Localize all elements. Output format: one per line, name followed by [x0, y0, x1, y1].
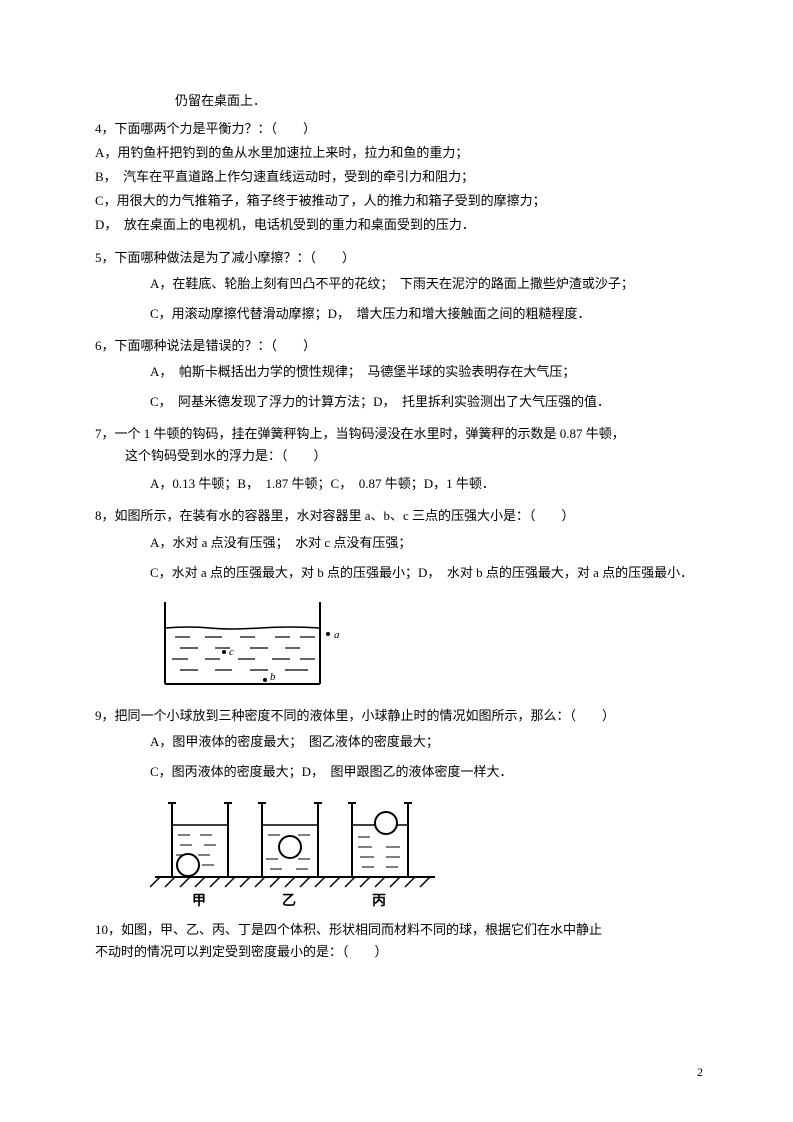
q8-opt-ab: A，水对 a 点没有压强； 水对 c 点没有压强； [95, 532, 703, 554]
beaker-label-3: 丙 [372, 893, 386, 909]
q4-opt-a: A，用钓鱼杆把钓到的鱼从水里加速拉上来时，拉力和鱼的重力； [95, 142, 703, 164]
q6-opt-ab: A， 帕斯卡概括出力学的惯性规律； 马德堡半球的实验表明存在大气压； [95, 361, 703, 383]
q9-opt-ab: A，图甲液体的密度最大； 图乙液体的密度最大； [95, 731, 703, 753]
q10-stem-line1: 10，如图，甲、乙、丙、丁是四个体积、形状相同而材料不同的球，根据它们在水中静止 [95, 919, 703, 941]
q6-stem: 6，下面哪种说法是错误的？：（ ） [95, 335, 703, 357]
page: 仍留在桌面上． 4，下面哪两个力是平衡力？：（ ） A，用钓鱼杆把钓到的鱼从水里… [0, 0, 793, 1122]
q4-opt-b: B， 汽车在平直道路上作匀速直线运动时，受到的牵引力和阻力； [95, 166, 703, 188]
label-c: c [229, 646, 234, 658]
q8-opt-cd: C，水对 a 点的压强最大，对 b 点的压强最小；D， 水对 b 点的压强最大，… [95, 562, 703, 584]
q9-opt-cd: C，图丙液体的密度最大；D， 图甲跟图乙的液体密度一样大． [95, 761, 703, 783]
q9-stem: 9，把同一个小球放到三种密度不同的液体里，小球静止时的情况如图所示，那么：（ ） [95, 705, 703, 727]
q10-stem-line2: 不动时的情况可以判定受到密度最小的是：（ ） [95, 941, 703, 963]
container-diagram-icon: c b a [150, 592, 350, 697]
q8-figure: c b a [150, 592, 703, 697]
three-beakers-icon: 甲 乙 丙 [150, 791, 440, 911]
q5-opt-ab: A，在鞋底、轮胎上刻有凹凸不平的花纹； 下雨天在泥泞的路面上撒些炉渣或沙子； [95, 273, 703, 295]
q6-opt-cd: C， 阿基米德发现了浮力的计算方法；D， 托里拆利实验测出了大气压强的值． [95, 391, 703, 413]
page-number: 2 [697, 1062, 703, 1082]
q7-stem-line1: 7，一个 1 牛顿的钩码，挂在弹簧秤钩上，当钩码浸没在水里时，弹簧秤的示数是 0… [95, 423, 703, 445]
beaker-label-2: 乙 [282, 893, 296, 909]
q5-opt-cd: C，用滚动摩擦代替滑动摩擦；D， 增大压力和增大接触面之间的粗糙程度． [95, 303, 703, 325]
prev-question-tail: 仍留在桌面上． [95, 90, 703, 112]
label-a: a [334, 629, 340, 641]
q4-opt-d: D， 放在桌面上的电视机，电话机受到的重力和桌面受到的压力． [95, 214, 703, 236]
q5-stem: 5，下面哪种做法是为了减小摩擦？：（ ） [95, 247, 703, 269]
q4-stem: 4，下面哪两个力是平衡力？：（ ） [95, 118, 703, 140]
q4-opt-c: C，用很大的力气推箱子，箱子终于被推动了，人的推力和箱子受到的摩擦力； [95, 190, 703, 212]
label-b: b [270, 671, 276, 683]
q7-opts: A，0.13 牛顿；B， 1.87 牛顿；C， 0.87 牛顿；D，1 牛顿． [95, 473, 703, 495]
q7-stem-line2: 这个钩码受到水的浮力是：（ ） [95, 445, 703, 467]
q9-figure: 甲 乙 丙 [150, 791, 703, 911]
q8-stem: 8，如图所示，在装有水的容器里，水对容器里 a、b、c 三点的压强大小是：（ ） [95, 505, 703, 527]
beaker-label-1: 甲 [192, 893, 206, 909]
